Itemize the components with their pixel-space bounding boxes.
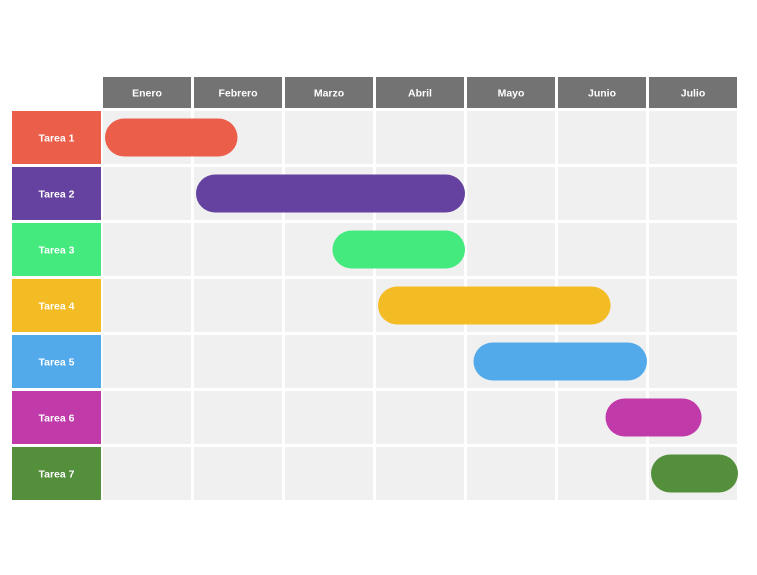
task-label: Tarea 2	[39, 189, 75, 201]
grid-cell	[467, 111, 555, 164]
month-label: Mayo	[498, 88, 525, 100]
grid-cell	[103, 279, 191, 332]
grid-cell	[649, 335, 737, 388]
grid-cell	[376, 391, 464, 444]
task-label-cell	[12, 223, 101, 276]
grid-cell	[467, 447, 555, 500]
task-label-cell	[12, 447, 101, 500]
task-label-cell	[12, 167, 101, 220]
task-label-column: Tarea 1 Tarea 2 Tarea 3 Tarea 4 Tarea 5 Tarea…	[12, 111, 101, 500]
month-header-cell	[194, 77, 282, 108]
month-header-cell	[649, 77, 737, 108]
grid-cell	[558, 111, 646, 164]
grid-cell	[194, 335, 282, 388]
task-label-cell	[12, 279, 101, 332]
task-label: Tarea 7	[39, 469, 75, 481]
task-label-cell	[12, 391, 101, 444]
month-header-cell	[467, 77, 555, 108]
grid-cell	[376, 447, 464, 500]
grid-cell	[103, 223, 191, 276]
month-label: Febrero	[218, 88, 257, 100]
grid-cell	[649, 223, 737, 276]
month-header-cell	[558, 77, 646, 108]
grid-cell	[194, 447, 282, 500]
grid-cell	[103, 167, 191, 220]
grid-cell	[103, 391, 191, 444]
task-bar	[605, 398, 702, 437]
task-bars	[105, 118, 738, 493]
task-label: Tarea 4	[39, 301, 75, 313]
grid-cell	[649, 111, 737, 164]
task-label: Tarea 3	[39, 245, 75, 257]
grid-cell	[194, 223, 282, 276]
task-label: Tarea 6	[39, 413, 75, 425]
month-label: Julio	[681, 88, 706, 100]
month-label: Junio	[588, 88, 616, 100]
task-bar	[105, 118, 238, 157]
task-bar	[651, 454, 738, 493]
month-header-cell	[103, 77, 191, 108]
grid-cell	[194, 391, 282, 444]
month-label: Marzo	[314, 88, 344, 100]
grid-cell	[467, 223, 555, 276]
grid-cell	[103, 447, 191, 500]
grid-cell	[376, 111, 464, 164]
grid-cell	[103, 335, 191, 388]
grid-cell	[285, 447, 373, 500]
month-label: Abril	[408, 88, 432, 100]
task-label: Tarea 1	[39, 133, 75, 145]
grid-cell	[194, 279, 282, 332]
grid-cell	[285, 391, 373, 444]
task-bar	[473, 342, 647, 381]
grid-cell	[467, 167, 555, 220]
grid-cell	[649, 279, 737, 332]
grid-cell	[376, 335, 464, 388]
month-label: Enero	[132, 88, 162, 100]
grid-cell	[558, 223, 646, 276]
task-label-cell	[12, 111, 101, 164]
month-header-row: Enero Febrero Marzo Abril Mayo Junio Julio	[103, 77, 737, 108]
grid-cell	[285, 279, 373, 332]
task-label: Tarea 5	[39, 357, 75, 369]
grid-cell	[558, 447, 646, 500]
month-header-cell	[376, 77, 464, 108]
task-label-cell	[12, 335, 101, 388]
grid-cell	[649, 167, 737, 220]
task-bar	[378, 286, 611, 325]
grid-cell	[285, 335, 373, 388]
grid-cell	[558, 167, 646, 220]
task-bar	[196, 174, 465, 213]
grid-cell	[285, 111, 373, 164]
grid-cell	[467, 391, 555, 444]
month-header-cell	[285, 77, 373, 108]
task-bar	[332, 230, 465, 269]
